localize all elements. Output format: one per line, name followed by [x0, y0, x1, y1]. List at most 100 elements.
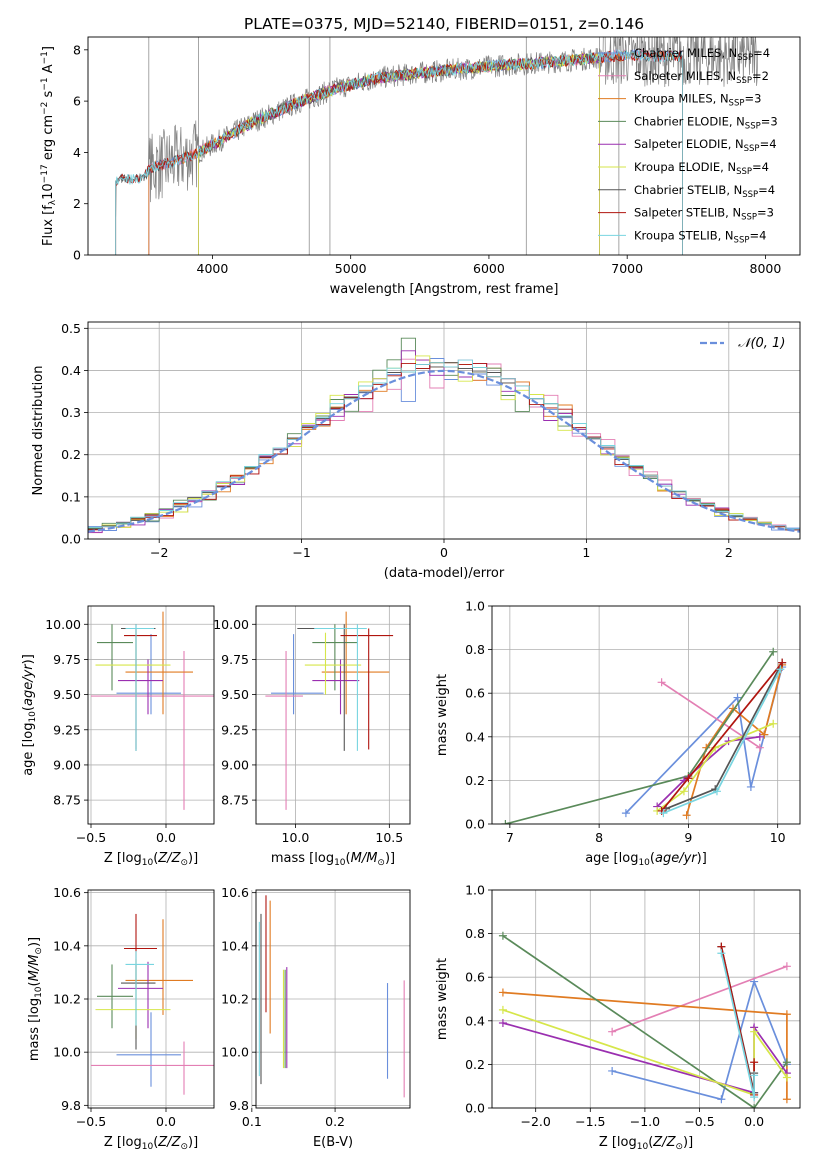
- age_vs_Z-panel: −0.5 0.0 8.75 9.00 9.25 9.50 9.75 10.00: [45, 605, 215, 845]
- residuals-ylabel-part: Normed distribution: [31, 366, 46, 496]
- mass_vs_Z-ytick-label: 10.4: [53, 938, 81, 953]
- weight_vs_age-point-salpeter_stelib: [778, 658, 787, 667]
- weight_vs_Z-xlabel: Z [log10(Z/Z⊙)]: [599, 1135, 693, 1152]
- weight_vs_Z-point-kroupa_stelib: [717, 949, 726, 958]
- residuals-plot-area: [88, 337, 800, 534]
- spectrum-legend-label: Chabrier STELIB, NSSP=4: [634, 183, 775, 200]
- age_vs_mass-xtick-label: 10.5: [375, 830, 403, 845]
- age_vs_mass-ytick-label: 10.00: [213, 617, 249, 632]
- spectrum-legend-base: Salpeter ELODIE, N: [634, 137, 744, 151]
- spectrum-panel: 4000 5000 6000 7000 8000 0 2 4 6 8: [73, 36, 801, 276]
- weight_vs_age-point-salpeter_elodie: [755, 732, 764, 741]
- weight_vs_Z-point-kroupa_miles: [498, 988, 507, 997]
- weight_vs_age-point-kroupa_stelib: [712, 787, 721, 796]
- mass_vs_Z-axes: −0.5 0.0 9.8 10.0 10.2 10.4 10.6: [53, 885, 215, 1129]
- weight_vs_age-ytick-label: 0.2: [465, 773, 485, 788]
- spectrum-legend-tail: =4: [753, 46, 770, 60]
- mass_vs_Z-ylabel-part: ⊙: [34, 947, 44, 955]
- weight_vs_age-point-kroupa_elodie: [679, 787, 688, 796]
- age_vs_Z-axes: −0.5 0.0 8.75 9.00 9.25 9.50 9.75 10.00: [45, 605, 215, 845]
- spectrum-legend-tail: =4: [749, 228, 766, 242]
- weight_vs_age-point-kroupa_elodie: [769, 719, 778, 728]
- mass_vs_Z-xlabel-part: ⊙: [180, 1142, 188, 1152]
- age_vs_Z-xlabel-part: (: [153, 851, 158, 866]
- spectrum-legend-base: Salpeter STELIB, N: [634, 206, 741, 220]
- spectrum-ylabel-part: A: [41, 64, 56, 77]
- spectrum-legend-base: Chabrier STELIB, N: [634, 183, 742, 197]
- weight_vs_Z-ytick-label: 0.2: [465, 1057, 485, 1072]
- weight_vs_age-point-kroupa_stelib: [659, 809, 668, 818]
- weight_vs_age-point-chabrier_miles: [621, 809, 630, 818]
- mass_vs_Z-ylabel-part: mass [log: [27, 998, 42, 1061]
- spectrum-legend-sub: SSP: [729, 99, 745, 109]
- weight_vs_Z-point-kroupa_miles: [782, 1095, 791, 1104]
- residual-hist-kroupa_stelib: [88, 359, 800, 530]
- residuals-ytick-label: 0.0: [61, 532, 81, 547]
- spectrum-ylabel-part: Flux [f: [41, 205, 56, 246]
- mass_vs_Z-xlabel-part: 10: [142, 1142, 154, 1152]
- mass_vs_Z-xlabel-part: Z [log: [104, 1135, 142, 1150]
- weight_vs_Z-xtick-label: −1.0: [630, 1114, 660, 1129]
- residuals-xtick-label: 2: [725, 545, 733, 560]
- weight_vs_Z-point-kroupa_elodie: [750, 1027, 759, 1036]
- spectrum-ytick-label: 4: [73, 145, 81, 160]
- spectrum-ylabel-part: erg cm: [41, 115, 56, 164]
- spectrum-legend-sub: SSP: [742, 190, 758, 200]
- spectrum-ylabel-part: ]: [41, 46, 56, 51]
- spectrum-legend-tail: =4: [758, 183, 775, 197]
- weight_vs_Z-panel: −2.0 −1.5 −1.0 −0.5 0.0 0.0 0.2 0.4 0.6 0.8 1.0: [465, 883, 801, 1129]
- age_vs_mass-xlabel-part: M/M: [351, 851, 378, 866]
- mass_vs_Z-ytick-label: 9.8: [61, 1098, 81, 1113]
- weight_vs_age-ytick-label: 1.0: [465, 599, 485, 614]
- weight_vs_Z-xlabel-part: (: [648, 1135, 653, 1150]
- spectrum-legend-sub: SSP: [736, 167, 752, 177]
- normal-curve: [88, 369, 800, 533]
- age_vs_Z-ytick-label: 8.75: [53, 793, 81, 808]
- age_vs_mass-ytick-label: 9.75: [221, 652, 249, 667]
- mass_vs_Z-xlabel: Z [log10(Z/Z⊙)]: [104, 1135, 198, 1152]
- weight_vs_age-ytick-label: 0.6: [465, 686, 485, 701]
- spectrum-legend-base: Kroupa STELIB, N: [634, 228, 734, 242]
- weight_vs_Z-xtick-label: −2.0: [521, 1114, 551, 1129]
- age_vs_Z-xlabel-part: Z [log: [104, 851, 142, 866]
- age_vs_mass-xtick-label: 10.0: [282, 830, 310, 845]
- spectrum-legend-tail: =3: [744, 92, 761, 106]
- mass_vs_Z-ytick-label: 10.0: [53, 1045, 81, 1060]
- weight_vs_Z-point-chabrier_miles: [608, 1066, 617, 1075]
- weight_vs_Z-point-chabrier_miles: [717, 1095, 726, 1104]
- spectrum-ylabel-part: −2: [40, 102, 50, 115]
- mass_vs_Z-ylabel-part: M/M: [27, 955, 42, 982]
- residuals-ytick-label: 0.5: [61, 321, 81, 336]
- residuals-xtick-label: 1: [582, 545, 590, 560]
- age_vs_Z-xlabel-part: ⊙: [180, 858, 188, 868]
- age_vs_mass-xlabel-part: ⊙: [377, 858, 385, 868]
- mass_vs_Z-ytick-label: 10.2: [53, 992, 81, 1007]
- residual-hist-salpeter_elodie: [88, 350, 800, 533]
- age_vs_mass-xlabel-part: (: [346, 851, 351, 866]
- spectrum-legend-sub: SSP: [737, 53, 753, 63]
- residuals-ytick-label: 0.2: [61, 447, 81, 462]
- weight_vs_Z-xlabel-part: Z [log: [599, 1135, 637, 1150]
- weight_vs_age-plot-area: [501, 647, 787, 824]
- weight_vs_age-point-salpeter_miles: [657, 678, 666, 687]
- age_vs_Z-ylabel-part: 10: [28, 711, 38, 723]
- mass_vs_ebv-ytick-label: 10.4: [221, 938, 249, 953]
- weight_vs_Z-line-chabrier_miles: [611, 978, 788, 1101]
- weight_vs_age-xlabel-part: 10: [638, 858, 650, 868]
- weight_vs_Z-line-chabrier_elodie: [502, 935, 788, 1108]
- weight_vs_Z-ylabel-part: mass weight: [435, 958, 450, 1040]
- weight_vs_Z-ytick-label: 0.4: [465, 1013, 485, 1028]
- weight_vs_age-ylabel: mass weight: [435, 674, 450, 756]
- age_vs_Z-ylabel-part: )]: [21, 654, 36, 664]
- spectrum-ytick-label: 2: [73, 196, 81, 211]
- residuals-xlabel-part: (data-model)/error: [384, 566, 505, 581]
- spectrum-legend-label: Chabrier MILES, NSSP=4: [634, 46, 770, 63]
- weight_vs_age-ytick-label: 0.8: [465, 642, 485, 657]
- spectrum-legend-base: Salpeter MILES, N: [634, 69, 736, 83]
- mass_vs_Z-ylabel-part: (: [27, 981, 42, 986]
- weight_vs_age-line-chabrier_miles: [625, 666, 783, 814]
- spectrum-legend-sub: SSP: [734, 235, 750, 245]
- age_vs_Z-xlabel-part: Z/Z: [157, 851, 181, 866]
- weight_vs_age-point-salpeter_miles: [755, 743, 764, 752]
- age_vs_mass-axes: 10.0 10.5 8.75 9.00 9.25 9.50 9.75 10.00: [213, 605, 411, 845]
